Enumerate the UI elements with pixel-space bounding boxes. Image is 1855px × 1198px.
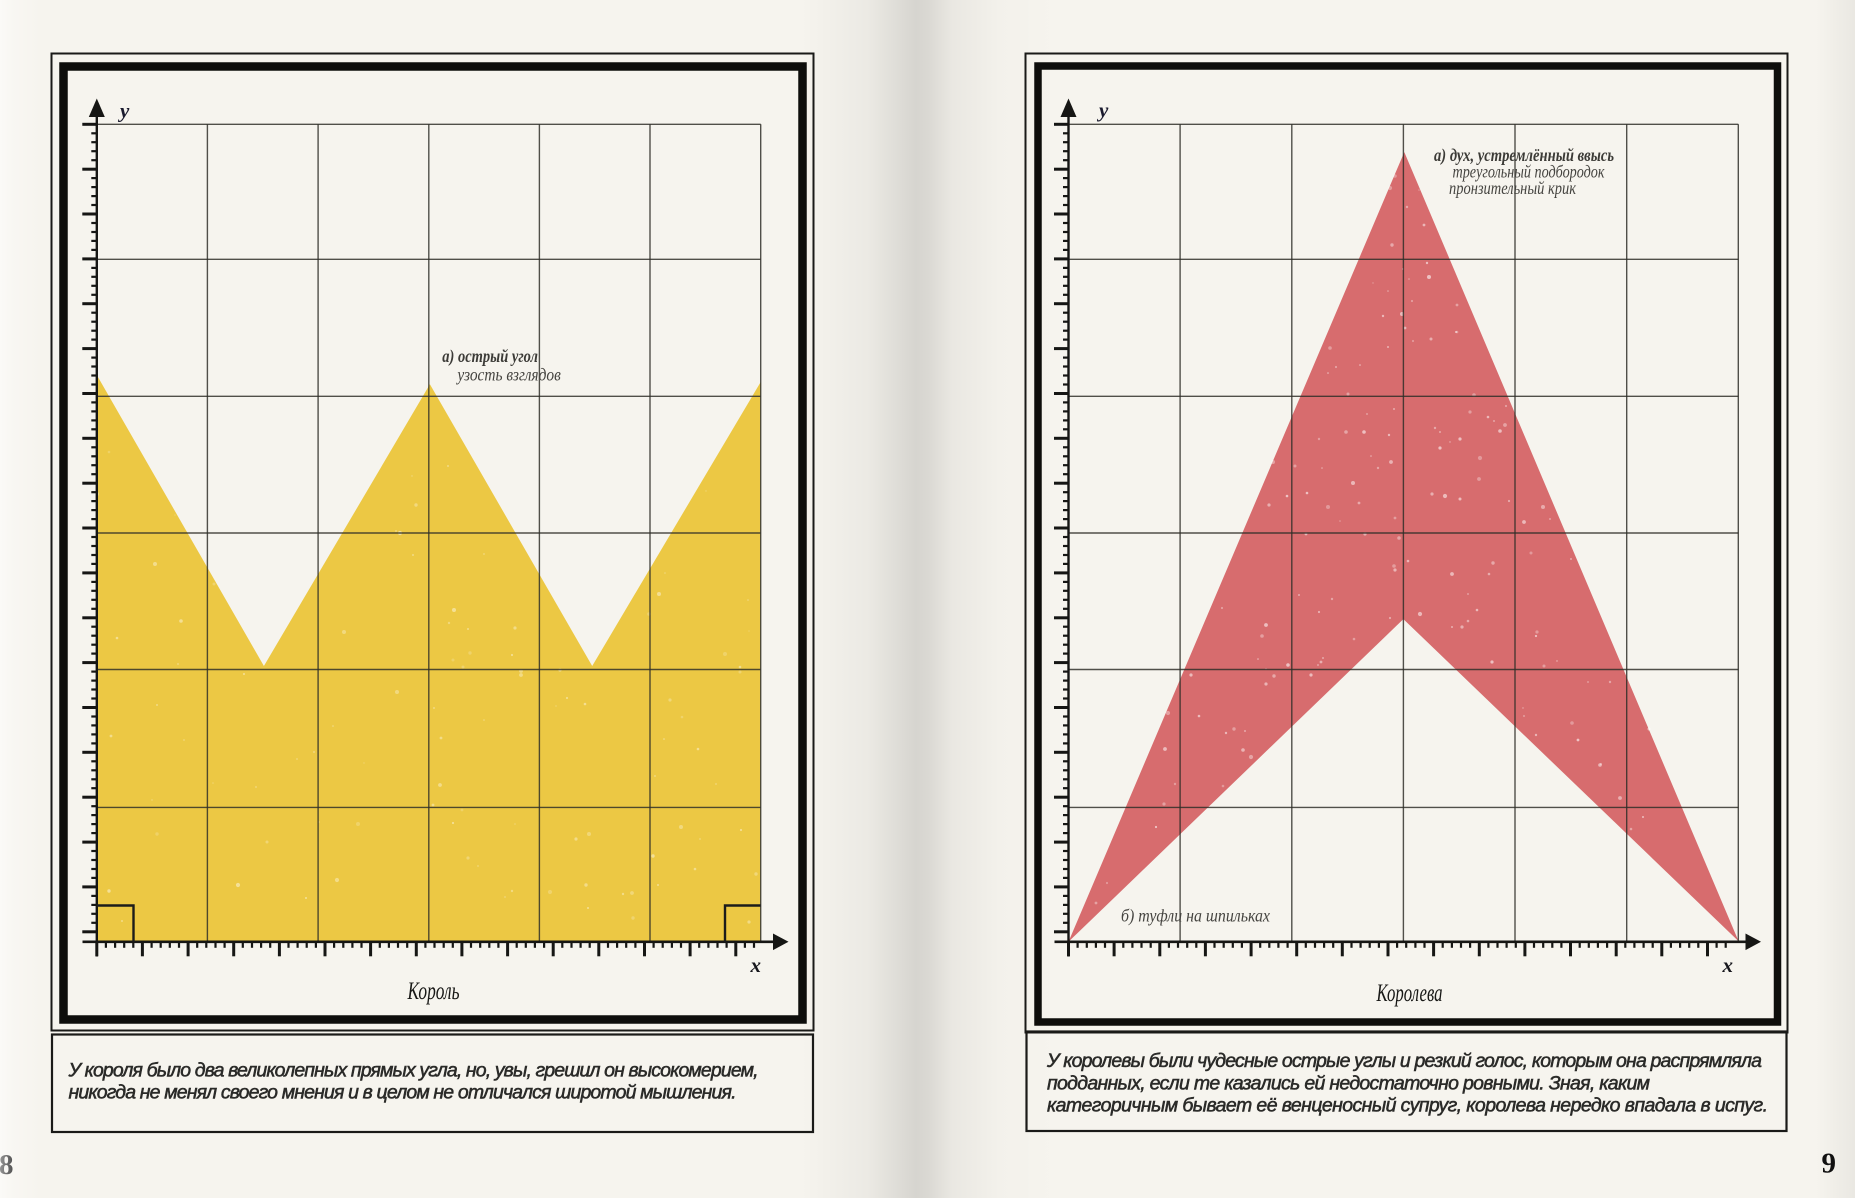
svg-text:y: y — [117, 99, 130, 123]
svg-text:8: 8 — [0, 1149, 14, 1181]
svg-text:x: x — [750, 953, 762, 977]
svg-text:У королевы были чудесные остры: У королевы были чудесные острые углы и р… — [1046, 1050, 1762, 1072]
svg-text:y: y — [1096, 98, 1109, 122]
svg-text:x: x — [1722, 953, 1734, 977]
svg-text:категоричным бывает её венцено: категоричным бывает её венценосный супру… — [1047, 1095, 1768, 1117]
svg-text:никогда не менял своего мнения: никогда не менял своего мнения и в целом… — [69, 1082, 737, 1104]
svg-text:9: 9 — [1822, 1148, 1837, 1180]
svg-text:У короля было два великолепных: У короля было два великолепных прямых уг… — [68, 1059, 759, 1081]
svg-text:Король: Король — [407, 978, 460, 1005]
svg-text:б) туфли на шпильках: б) туфли на шпильках — [1121, 906, 1270, 927]
svg-text:узость взглядов: узость взглядов — [456, 365, 561, 385]
svg-text:подданных, если те казались ей: подданных, если те казались ей недостато… — [1047, 1072, 1650, 1094]
svg-text:пронзительный крик: пронзительный крик — [1449, 178, 1576, 198]
svg-text:Королева: Королева — [1376, 980, 1443, 1007]
